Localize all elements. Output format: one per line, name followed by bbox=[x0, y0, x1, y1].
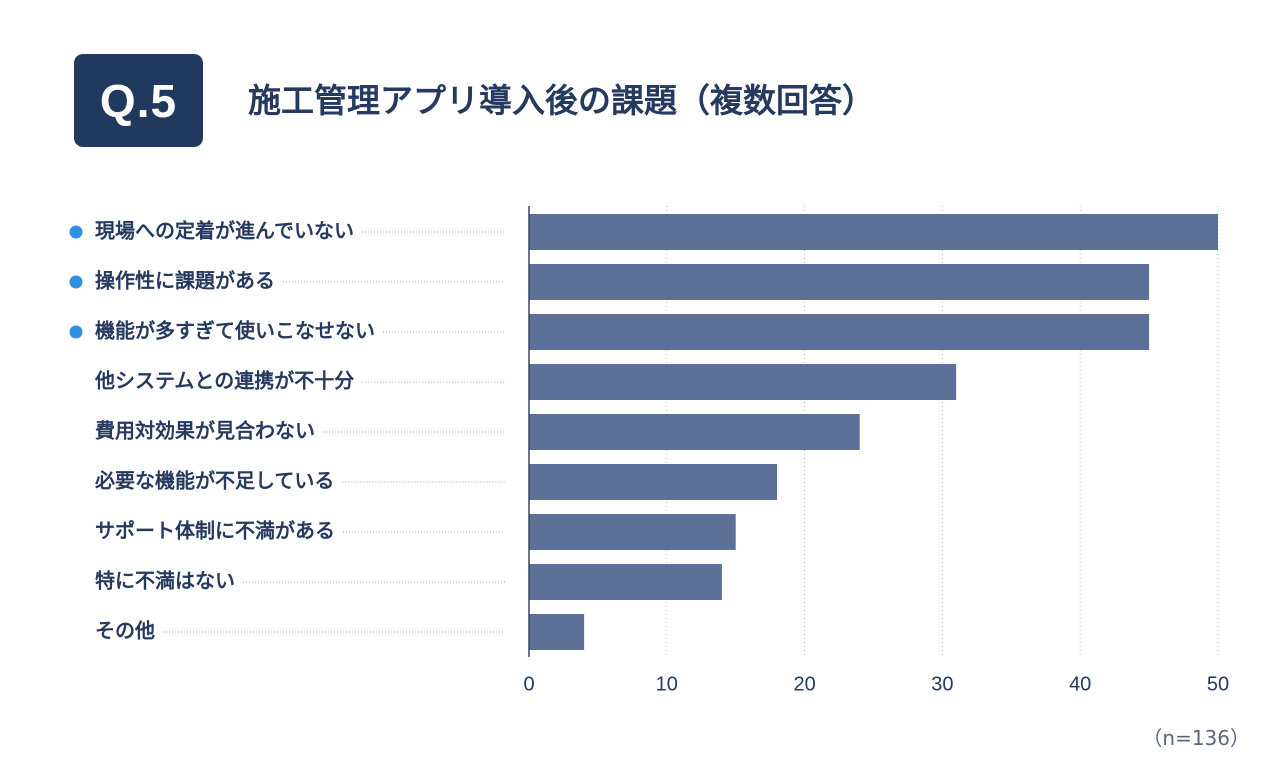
bar bbox=[529, 314, 1150, 350]
x-tick-label: 30 bbox=[931, 673, 953, 695]
category-label: サポート体制に不満がある bbox=[95, 519, 335, 543]
bullet-dot bbox=[69, 225, 83, 239]
bar bbox=[529, 464, 778, 500]
x-tick-label: 20 bbox=[793, 673, 815, 695]
x-tick-label: 40 bbox=[1069, 673, 1091, 695]
bar bbox=[529, 614, 585, 650]
bar bbox=[529, 514, 736, 550]
bar bbox=[529, 264, 1150, 300]
category-label: 現場への定着が進んでいない bbox=[95, 219, 354, 243]
bar bbox=[529, 364, 957, 400]
x-tick-label: 50 bbox=[1207, 673, 1229, 695]
category-label: 必要な機能が不足している bbox=[94, 469, 334, 493]
category-label: その他 bbox=[95, 619, 155, 643]
x-tick-label: 0 bbox=[523, 673, 534, 695]
category-label: 機能が多すぎて使いこなせない bbox=[95, 319, 375, 343]
category-label: 他システムとの連携が不十分 bbox=[94, 369, 354, 393]
x-tick-label: 10 bbox=[656, 673, 678, 695]
sample-size-note: （n=136） bbox=[1142, 726, 1250, 750]
category-label: 操作性に課題がある bbox=[95, 269, 275, 293]
bar bbox=[529, 214, 1218, 250]
category-label: 特に不満はない bbox=[95, 569, 235, 593]
question-badge: Q.5 bbox=[74, 54, 203, 147]
bar bbox=[529, 564, 722, 600]
category-label: 費用対効果が見合わない bbox=[95, 419, 315, 443]
chart-title: 施工管理アプリ導入後の課題（複数回答） bbox=[248, 81, 875, 120]
bullet-dot bbox=[69, 275, 83, 289]
bar bbox=[529, 414, 860, 450]
bullet-dot bbox=[69, 325, 83, 339]
